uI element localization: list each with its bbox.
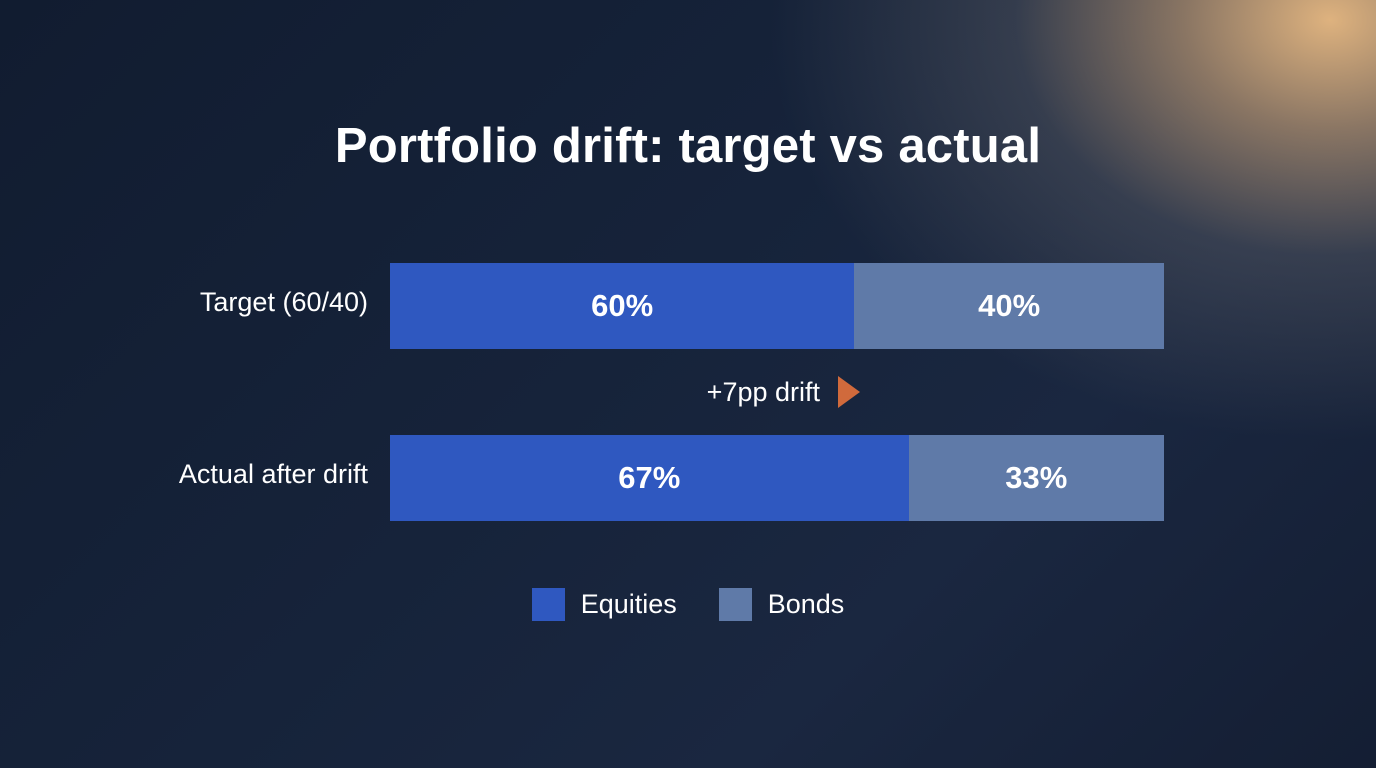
legend: Equities Bonds: [0, 588, 1376, 621]
data-label-bonds-actual: 33%: [1005, 460, 1068, 495]
bar-target: 60% 40%: [390, 263, 1164, 349]
bar-segment-bonds-target: 40%: [854, 263, 1164, 349]
row-label-actual: Actual after drift: [178, 459, 368, 489]
data-label-equities-actual: 67%: [618, 460, 681, 495]
drift-label: +7pp drift: [706, 376, 820, 407]
drift-annotation: +7pp drift: [620, 372, 860, 412]
data-label-bonds-target: 40%: [978, 288, 1041, 323]
legend-item-bonds: Bonds: [718, 588, 845, 621]
legend-swatch-bonds: [718, 588, 752, 621]
bar-segment-equities-actual: 67%: [390, 435, 909, 521]
legend-label-equities: Equities: [580, 589, 677, 619]
triangle-right-icon: [838, 376, 860, 408]
legend-label-bonds: Bonds: [767, 589, 845, 619]
bar-segment-equities-target: 60%: [390, 263, 855, 349]
data-label-equities-target: 60%: [591, 288, 654, 323]
row-label-target: Target (60/40): [199, 287, 368, 317]
bar-segment-bonds-actual: 33%: [908, 435, 1164, 521]
legend-item-equities: Equities: [531, 588, 677, 621]
chart-title: Portfolio drift: target vs actual: [334, 119, 1042, 173]
legend-swatch-equities: [531, 588, 565, 621]
bar-actual: 67% 33%: [390, 435, 1164, 521]
